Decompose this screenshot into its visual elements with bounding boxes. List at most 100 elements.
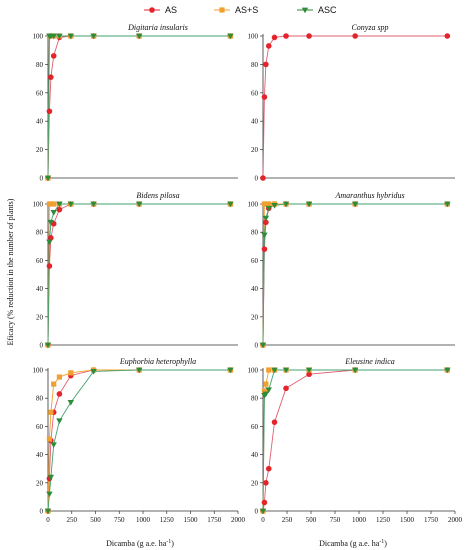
y-tick-label: 0 — [255, 508, 259, 516]
y-tick-label: 60 — [36, 257, 44, 265]
y-tick-label: 40 — [251, 285, 259, 293]
y-tick-label: 40 — [251, 118, 259, 126]
y-axis-title: Eficacy (% reduction in the number of pl… — [6, 198, 15, 345]
panel-1: 0 20 40 60 80 100 Conyza spp — [248, 23, 455, 183]
point-asc — [265, 205, 272, 212]
point-as — [46, 108, 53, 115]
point-asc — [271, 203, 278, 209]
y-tick-label: 80 — [36, 395, 44, 403]
point-as — [444, 33, 451, 39]
point-asc — [67, 400, 74, 406]
panel-grid: 0 20 40 60 80 100 Digitaria insularis 0 20 40 60 80… — [33, 23, 463, 524]
point-as — [265, 465, 272, 472]
x-tick-label: 2000 — [231, 516, 246, 524]
point-as — [56, 391, 63, 397]
y-tick-label: 20 — [251, 313, 259, 321]
point-asc — [444, 367, 451, 374]
point-asc — [50, 210, 57, 216]
point-aspluss — [51, 381, 57, 387]
curve-as — [262, 369, 448, 512]
y-tick-label: 40 — [36, 118, 44, 126]
point-asc — [351, 201, 359, 208]
x-tick-label: 250 — [282, 516, 293, 524]
curve-as — [47, 35, 231, 179]
point-asc — [227, 33, 234, 40]
x-tick-label: 1000 — [136, 516, 151, 524]
legend-label-2: ASC — [318, 5, 337, 15]
point-asc — [136, 201, 143, 208]
legend-marker-1 — [219, 7, 225, 13]
x-tick-label: 0 — [261, 516, 265, 524]
point-asc — [47, 219, 55, 226]
point-asc — [136, 367, 143, 374]
point-asc — [262, 391, 270, 398]
y-tick-label: 80 — [36, 229, 44, 237]
y-tick-label: 80 — [251, 395, 259, 403]
point-aspluss — [56, 374, 62, 380]
point-aspluss — [266, 201, 272, 207]
curve-aspluss — [47, 35, 231, 179]
x-tick-label: 1250 — [376, 516, 391, 524]
point-aspluss — [51, 201, 57, 207]
x-tick-label: 500 — [90, 516, 101, 524]
point-asc — [351, 367, 359, 374]
y-tick-label: 0 — [40, 175, 44, 183]
curve-as — [47, 203, 231, 346]
point-asc — [50, 33, 57, 40]
curve-asc — [262, 203, 448, 346]
point-aspluss — [261, 388, 268, 394]
panel-2: 0 20 40 60 80 100 Bidens pilosa — [33, 191, 238, 350]
point-aspluss — [263, 201, 269, 207]
legend: AS AS+S ASC — [144, 5, 337, 15]
point-asc — [271, 367, 278, 374]
y-tick-label: 80 — [251, 61, 259, 69]
y-tick-label: 20 — [36, 313, 44, 321]
panel-title: Eleusine indica — [344, 357, 395, 366]
x-tick-label: 1750 — [207, 516, 222, 524]
panel-title: Euphorbia heterophylla — [119, 357, 196, 366]
x-axis-title-right: Dicamba (g a.e. ha-1) — [319, 539, 387, 548]
point-aspluss — [46, 436, 53, 442]
point-as — [263, 480, 269, 486]
x-tick-label: 750 — [330, 516, 341, 524]
point-as — [306, 371, 312, 378]
x-tick-label: 2000 — [448, 516, 463, 524]
point-asc — [47, 474, 55, 481]
y-tick-label: 40 — [36, 285, 44, 293]
point-asc — [90, 33, 97, 40]
point-asc — [265, 387, 272, 393]
point-as — [306, 33, 312, 39]
point-aspluss — [48, 201, 54, 207]
point-aspluss — [48, 409, 54, 415]
y-tick-label: 40 — [251, 451, 259, 459]
point-asc — [282, 367, 290, 374]
curve-as — [262, 35, 448, 179]
point-asc — [56, 418, 63, 424]
point-as — [261, 246, 268, 252]
point-aspluss — [68, 370, 74, 376]
y-tick-label: 0 — [40, 508, 44, 516]
panel-3: 0 20 40 60 80 100 Amaranthus hybridus — [248, 191, 455, 350]
panel-title: Digitaria insularis — [127, 23, 188, 32]
point-asc — [259, 508, 267, 515]
x-tick-label: 1000 — [352, 516, 367, 524]
point-asc — [227, 367, 234, 374]
point-asc — [259, 342, 267, 349]
y-tick-label: 0 — [255, 175, 259, 183]
point-asc — [44, 175, 52, 182]
point-asc — [56, 33, 63, 40]
curve-asc — [262, 369, 448, 512]
point-asc — [90, 201, 97, 208]
x-tick-label: 1250 — [160, 516, 175, 524]
panel-title: Conyza spp — [351, 23, 388, 32]
point-asc — [262, 215, 270, 222]
y-tick-label: 60 — [251, 89, 259, 97]
point-asc — [67, 33, 74, 40]
y-tick-label: 0 — [255, 342, 259, 350]
legend-marker-0 — [149, 7, 155, 13]
x-tick-label: 0 — [46, 516, 50, 524]
y-tick-label: 100 — [248, 33, 259, 41]
y-tick-label: 60 — [36, 89, 44, 97]
